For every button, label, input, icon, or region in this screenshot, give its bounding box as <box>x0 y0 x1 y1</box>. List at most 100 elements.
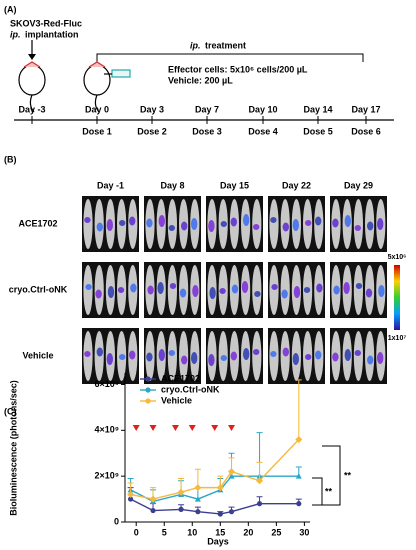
color-scale <box>394 265 400 330</box>
signal <box>96 222 104 232</box>
column-label: Day 15 <box>220 180 249 190</box>
cell-line: SKOV3-Red-Fluc <box>10 18 82 28</box>
signal <box>220 221 227 227</box>
legend-marker <box>145 398 151 404</box>
signal <box>315 350 322 360</box>
signal <box>332 218 339 228</box>
signal <box>355 283 363 289</box>
signal <box>157 282 164 294</box>
column-label: Day 29 <box>344 180 373 190</box>
point <box>127 490 135 498</box>
signal <box>181 355 188 365</box>
signal <box>219 288 226 294</box>
signal <box>230 217 237 227</box>
dose-marker <box>188 425 196 432</box>
signal <box>315 216 322 226</box>
annotation: ** <box>325 486 333 496</box>
x-tick-label: 5 <box>162 527 167 537</box>
mouse <box>353 331 363 381</box>
signal <box>253 224 260 230</box>
point <box>194 496 201 502</box>
mouse <box>353 199 363 249</box>
signal <box>191 352 198 364</box>
signal <box>281 289 288 299</box>
y-tick-label: 4×10⁹ <box>94 425 119 435</box>
y-tick-label: 0 <box>114 516 119 526</box>
signal <box>168 350 175 356</box>
signal <box>271 284 278 290</box>
scale-bottom: 1x10⁷ <box>388 335 407 342</box>
point <box>150 507 156 514</box>
signal <box>169 283 177 289</box>
panel-label: (A) <box>4 4 17 14</box>
signal <box>129 350 136 360</box>
signal <box>230 351 237 361</box>
scale-top: 5x10⁶ <box>388 254 407 261</box>
signal <box>254 291 261 297</box>
legend-marker <box>145 387 151 393</box>
dose-label: Dose 6 <box>351 126 381 136</box>
signal <box>293 286 301 298</box>
effector-text: Effector cells: 5x10⁶ cells/200 µL <box>168 64 308 74</box>
mouse <box>353 265 363 315</box>
signal <box>146 218 153 228</box>
signal <box>146 352 153 362</box>
treatment-text: treatment <box>205 40 246 50</box>
day-label: Day 7 <box>195 104 219 114</box>
mouse <box>252 265 262 315</box>
x-tick-label: 15 <box>215 527 225 537</box>
mouse <box>167 331 177 381</box>
mouse <box>167 199 177 249</box>
dose-label: Dose 1 <box>82 126 112 136</box>
mouse <box>269 265 279 315</box>
point <box>177 488 185 496</box>
legend-label: ACE1702 <box>161 373 200 383</box>
signal <box>354 350 361 356</box>
legend-label: cryo.Ctrl-oNK <box>161 384 220 394</box>
legend-label: Vehicle <box>161 395 192 405</box>
mouse <box>83 265 93 315</box>
signal <box>344 349 351 361</box>
x-tick-label: 0 <box>134 527 139 537</box>
signal <box>96 347 104 357</box>
dose-label: Dose 2 <box>137 126 167 136</box>
signal <box>84 351 91 357</box>
day-label: Day 3 <box>140 104 164 114</box>
day-label: Day -3 <box>18 104 45 114</box>
series-line <box>130 475 299 503</box>
signal <box>333 285 340 295</box>
signal <box>95 289 102 299</box>
signal <box>106 353 114 365</box>
row-label: ACE1702 <box>18 218 57 228</box>
point <box>256 477 264 485</box>
series-line <box>130 498 299 515</box>
signal <box>243 348 250 360</box>
signal <box>209 287 216 299</box>
treatment-prefix: ip. <box>190 40 201 50</box>
signal <box>191 218 198 230</box>
series-line <box>130 438 300 500</box>
point <box>296 501 302 507</box>
signal <box>85 284 92 290</box>
point <box>194 484 202 492</box>
dose-marker <box>228 425 236 432</box>
x-axis-title: Days <box>207 536 229 546</box>
row-label: Vehicle <box>22 350 53 360</box>
point <box>295 435 303 443</box>
signal <box>270 351 277 357</box>
point <box>228 509 235 515</box>
signal <box>303 287 311 293</box>
mouse <box>167 265 177 315</box>
y-tick-label: 6×10⁹ <box>94 379 119 389</box>
mouse <box>83 199 93 249</box>
point <box>256 501 263 507</box>
implant-prefix: ip. <box>10 29 21 39</box>
point <box>217 511 223 517</box>
signal <box>365 288 373 298</box>
x-tick-label: 30 <box>299 527 309 537</box>
mouse <box>269 199 279 249</box>
sig-bracket <box>312 477 323 506</box>
point <box>178 506 184 512</box>
signal <box>220 355 227 361</box>
